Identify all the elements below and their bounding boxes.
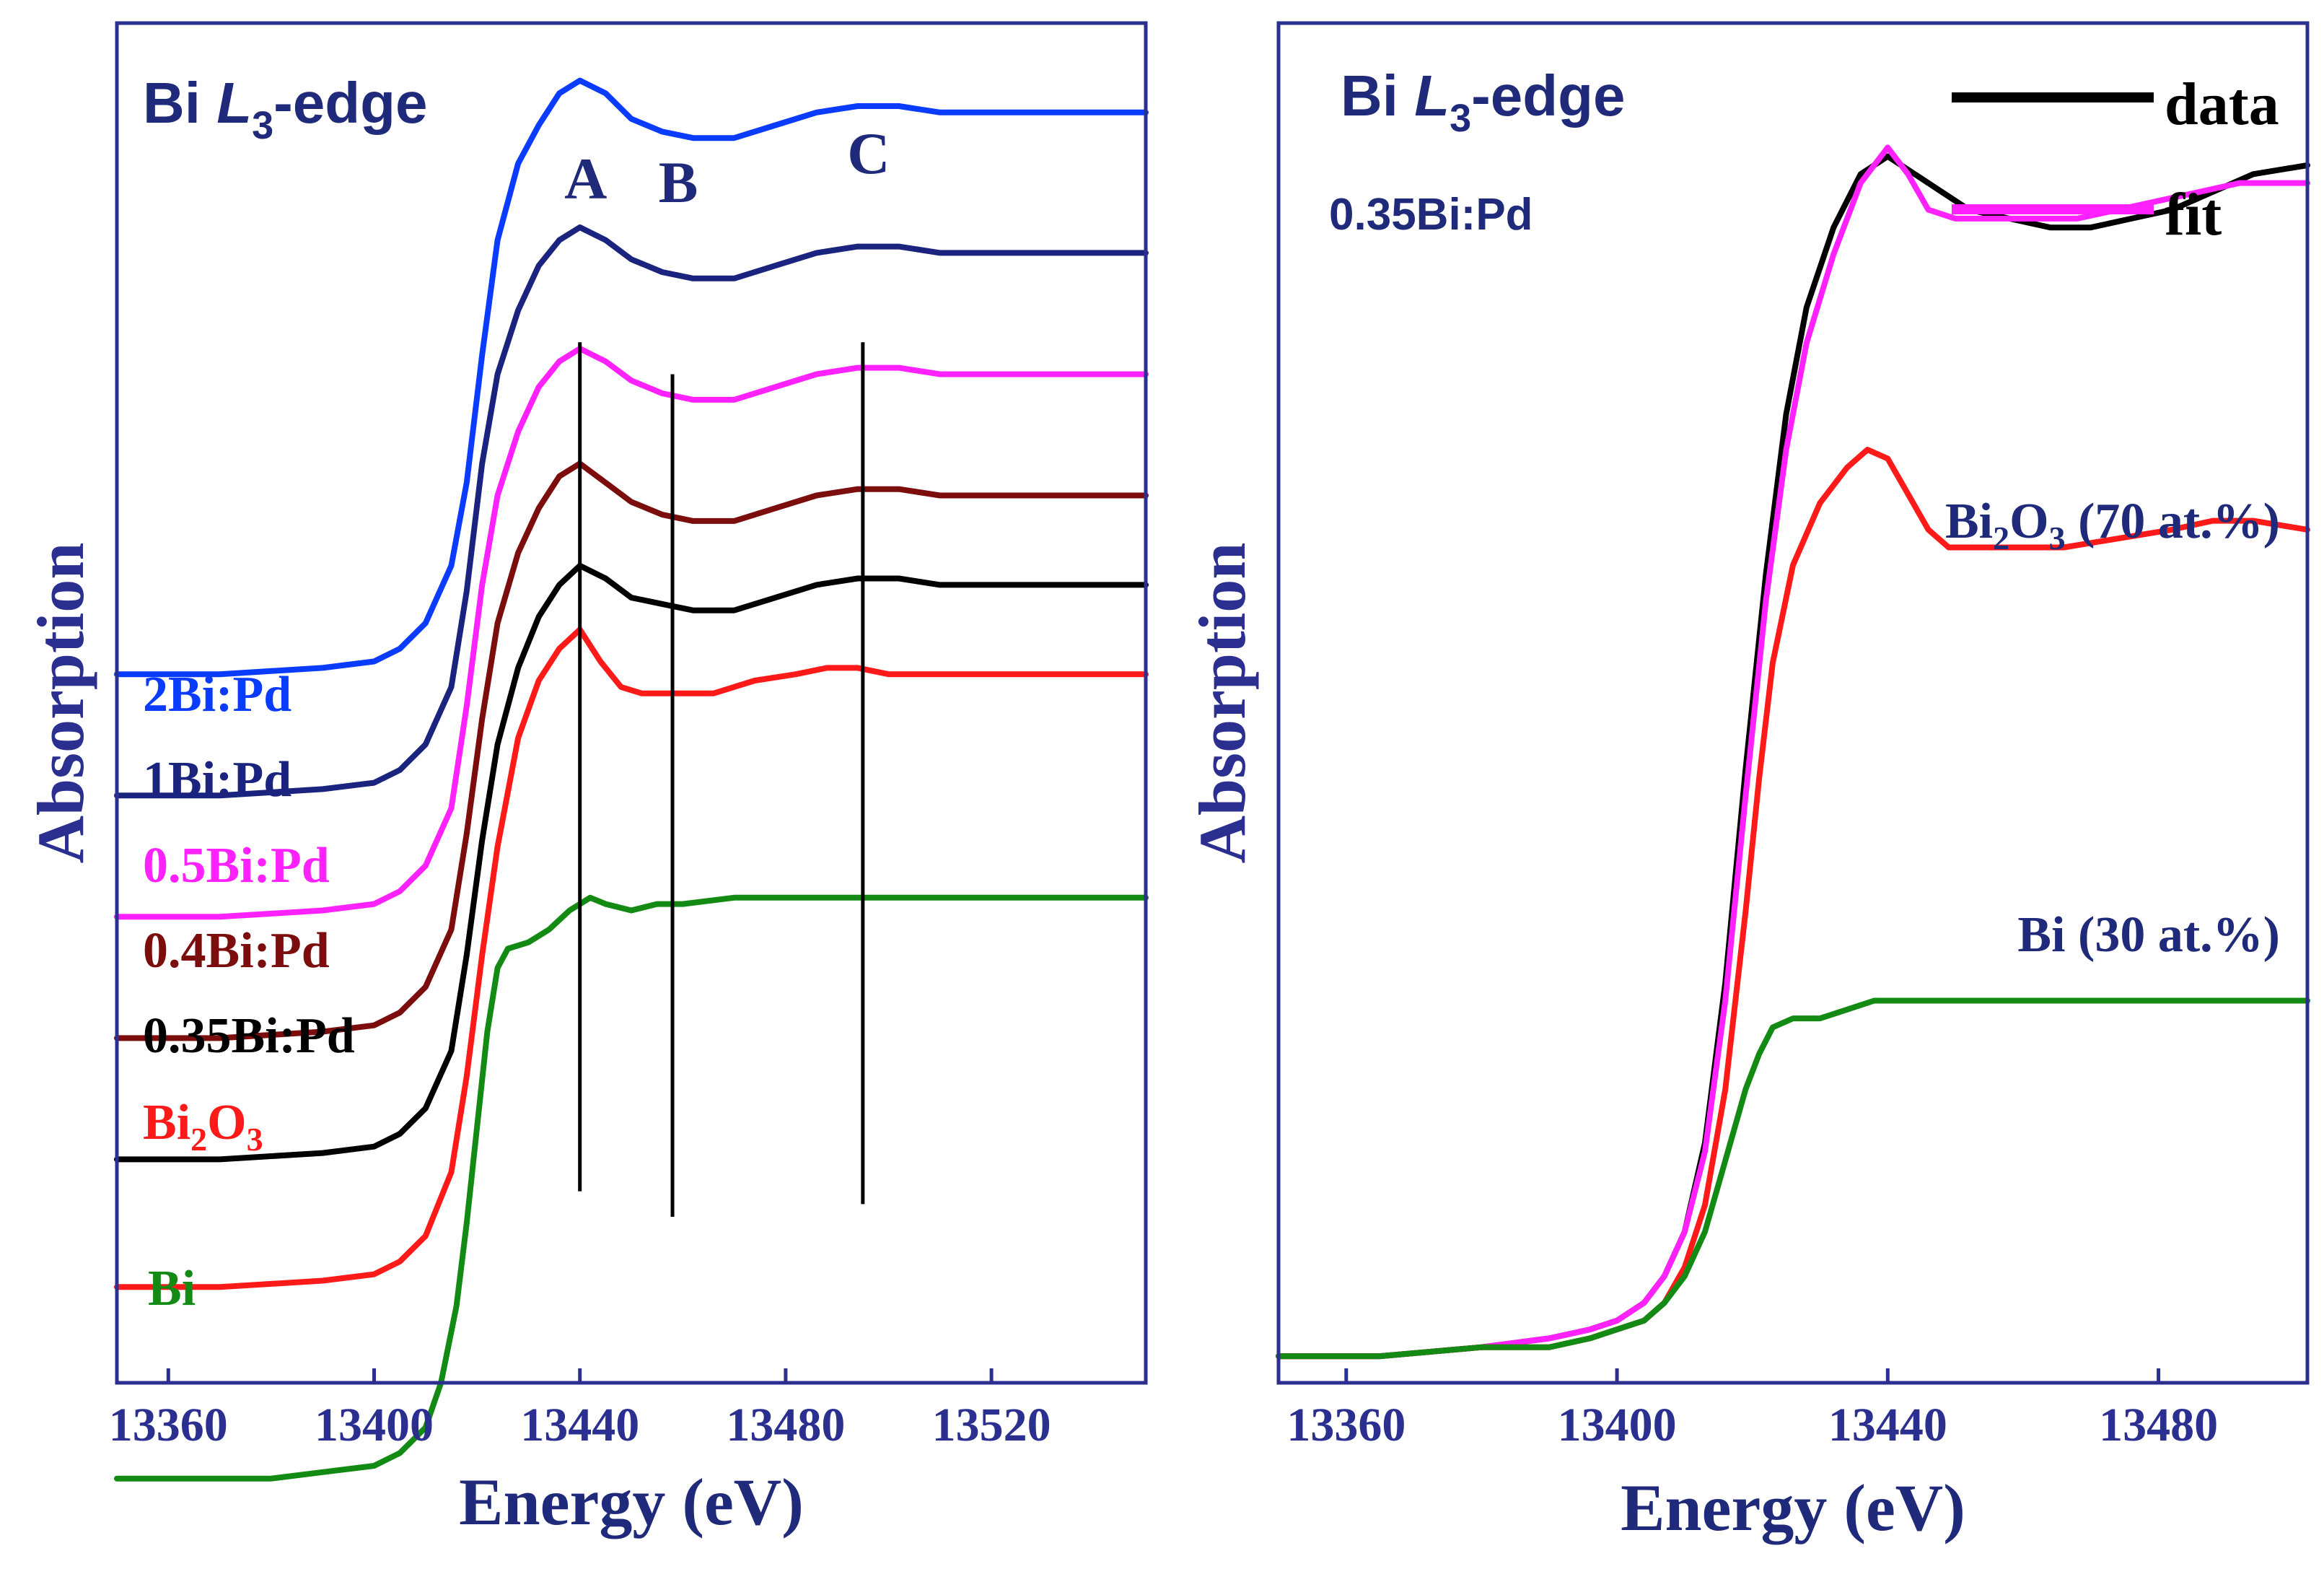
right-series-line-bi2o3 <box>1276 447 2310 1360</box>
right-x-tick-label: 13360 <box>1286 1399 1406 1451</box>
right-x-tick-label: 13440 <box>1828 1399 1947 1451</box>
left-x-tick-label: 13400 <box>315 1399 434 1451</box>
right-series-group <box>1276 144 2310 1360</box>
right-series-line-fit <box>1276 144 2310 1360</box>
left-series-label-035bipd: 0.35Bi:Pd <box>143 1008 355 1064</box>
annotation-bi-fraction: Bi (30 at.%) <box>2017 907 2280 963</box>
left-y-axis-label: Absorption <box>24 543 97 864</box>
right-x-tick-label: 13480 <box>2099 1399 2218 1451</box>
legend-label-fit: fit <box>2165 181 2222 248</box>
legend-label-data: data <box>2165 71 2279 138</box>
left-marker-label-c: C <box>847 121 890 186</box>
left-marker-label-b: B <box>659 149 698 215</box>
left-plot-frame <box>115 21 1148 1385</box>
right-plot-frame <box>1276 21 2310 1385</box>
left-series-label-05bipd: 0.5Bi:Pd <box>143 838 330 893</box>
left-series-label-04bipd: 0.4Bi:Pd <box>143 923 330 979</box>
right-series-line-data <box>1276 153 2310 1360</box>
right-panel-subtitle: 0.35Bi:Pd <box>1329 190 1533 240</box>
left-series-line-2bi-pd <box>114 77 1149 678</box>
right-x-tick-label: 13400 <box>1558 1399 1677 1451</box>
left-series-line-bi <box>114 894 1149 1482</box>
left-marker-label-a: A <box>564 146 607 211</box>
annotation-bi2o3-fraction: Bi2O3 (70 at.%) <box>1945 494 2280 556</box>
right-series-line-bi <box>1276 997 2310 1360</box>
left-marker-lines <box>578 342 865 1218</box>
left-x-tick-label: 13480 <box>726 1399 845 1451</box>
left-series-label-bi: Bi <box>148 1261 196 1316</box>
left-panel: 13360 13400 13440 13480 13520 Bi L3-edge A B… <box>24 21 1149 1539</box>
left-x-ticks: 13360 13400 13440 13480 13520 <box>109 1368 1051 1451</box>
right-x-ticks: 13360 13400 13440 13480 <box>1286 1368 2218 1451</box>
left-series-label-1bipd: 1Bi:Pd <box>143 752 291 808</box>
left-series-line-1bi-pd <box>114 224 1149 799</box>
left-series-label-2bipd: 2Bi:Pd <box>143 667 291 722</box>
left-x-tick-label: 13360 <box>109 1399 228 1451</box>
left-x-tick-label: 13440 <box>520 1399 639 1451</box>
left-series-label-bi2o3: Bi2O3 <box>143 1095 263 1158</box>
right-y-axis-label: Absorption <box>1185 543 1259 864</box>
legend: data fit <box>1952 71 2279 248</box>
left-panel-title: Bi L3-edge <box>143 71 428 147</box>
left-series-line-0-5bi-pd <box>114 346 1149 920</box>
left-x-axis-label: Energy (eV) <box>459 1465 804 1539</box>
left-x-tick-label: 13520 <box>932 1399 1051 1451</box>
right-x-axis-label: Energy (eV) <box>1621 1471 1965 1544</box>
right-panel: 13360 13400 13440 13480 Bi L3-edge 0.35Bi:P… <box>1185 21 2310 1544</box>
right-panel-title: Bi L3-edge <box>1341 64 1626 140</box>
